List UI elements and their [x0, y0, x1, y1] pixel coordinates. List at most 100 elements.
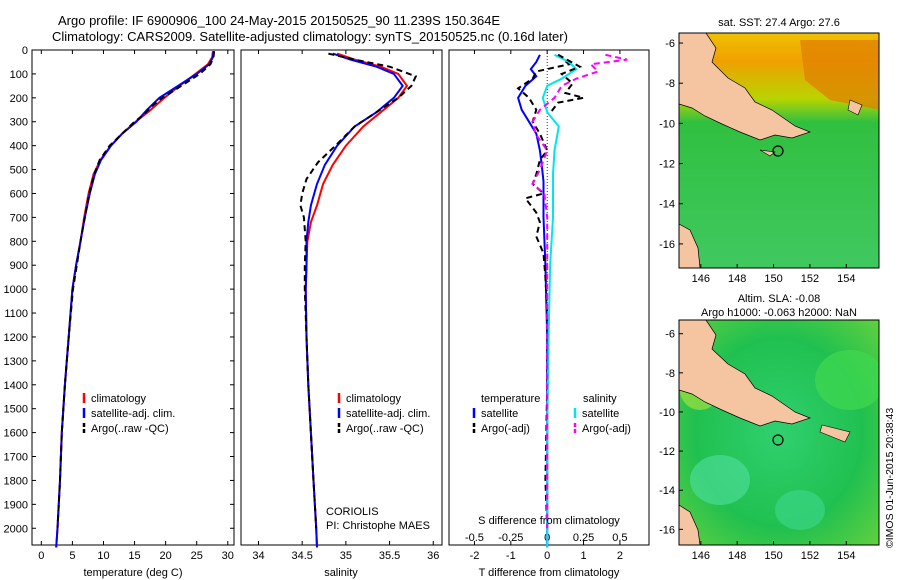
series-line-t-argo — [516, 54, 572, 529]
sla-map — [679, 320, 879, 545]
depth-axis-labels: 0 100 200 300 400 500 600 700 800 900 1000 1100 1200… — [4, 45, 28, 535]
difference-plot: -2 -1 0 1 2-0.5 -0.25 0 0.25 0.5 — [465, 50, 628, 562]
salinity-legend-satellite: satellite-adj. clim. — [346, 408, 430, 420]
diff-legend-t-satellite: satellite — [481, 408, 518, 420]
salinity-legend: climatology satellite-adj. clim. Argo(..… — [326, 393, 430, 532]
temperature-plot: 0 5 10 15 20 25 30 — [32, 49, 234, 562]
sst-land-aus — [679, 223, 701, 268]
x-tick-label: 25 — [191, 550, 203, 562]
map-lat-label: -6 — [665, 38, 675, 50]
depth-tick-label: 600 — [10, 188, 28, 200]
salinity-xlabel: salinity — [324, 567, 358, 579]
sla-argo-location-marker — [772, 434, 784, 446]
diff-legend-temperature-title: temperature — [481, 393, 540, 405]
map-lat-label: -12 — [659, 159, 675, 171]
sst-island-1 — [847, 99, 863, 116]
sla-land-aus — [679, 504, 701, 545]
depth-tick-label: 300 — [10, 117, 28, 129]
x-tick-label: -2 — [470, 550, 480, 562]
pi-annotation: PI: Christophe MAES — [326, 520, 430, 532]
map-lon-label: 148 — [728, 273, 746, 285]
x-tick-label: 35.5 — [379, 550, 400, 562]
map-lat-label: -10 — [659, 118, 675, 130]
map-lon-label: 152 — [801, 550, 819, 562]
series-line-s-argo — [531, 53, 628, 529]
depth-tick-label: 1500 — [4, 404, 28, 416]
diff-legend-s-satellite: satellite — [582, 408, 619, 420]
x-tick-label: 2 — [617, 550, 623, 562]
depth-tick-label: 1800 — [4, 475, 28, 487]
depth-tick-label: 400 — [10, 141, 28, 153]
salinity-legend-climatology: climatology — [346, 393, 402, 405]
depth-tick-label: 1900 — [4, 499, 28, 511]
depth-tick-label: 1000 — [4, 284, 28, 296]
temperature-legend-climatology: climatology — [91, 393, 147, 405]
map-lat-label: -10 — [659, 407, 675, 419]
temperature-xlabel: temperature (deg C) — [83, 567, 182, 579]
map-lon-label: 152 — [801, 273, 819, 285]
coriolis-annotation: CORIOLIS — [326, 506, 379, 518]
x-tick-label: 30 — [222, 550, 234, 562]
map-lat-label: -12 — [659, 446, 675, 458]
map-lat-label: -14 — [659, 485, 675, 497]
imos-credit: ©IMOS 01-Jun-2015 20:38:43 — [884, 408, 896, 548]
s-tick-label: 0.25 — [573, 532, 594, 544]
map-lon-label: 150 — [764, 550, 782, 562]
map-axis-ticks: -6 -8 -10 -12 -14 -16 146 148 150 152 154 -6 -8 -10 -1… — [659, 38, 855, 562]
map-lon-label: 154 — [837, 550, 855, 562]
sst-map — [679, 33, 879, 268]
series-line-argo — [56, 51, 216, 529]
difference-s-xlabel: S difference from climatology — [478, 515, 620, 527]
sst-hotspot — [800, 40, 879, 110]
x-tick-label: 36 — [427, 550, 439, 562]
map-lon-label: 154 — [837, 273, 855, 285]
map-lat-label: -8 — [665, 78, 675, 90]
depth-tick-label: 2000 — [4, 523, 28, 535]
difference-legend: temperature salinity satellite Argo(-adj… — [472, 393, 631, 435]
temperature-legend: climatology satellite-adj. clim. Argo(..… — [82, 393, 175, 435]
series-line-argo — [299, 52, 418, 529]
map-lat-label: -16 — [659, 524, 675, 536]
map-lat-label: -16 — [659, 239, 675, 251]
s-tick-label: 0.5 — [612, 532, 627, 544]
x-tick-label: 1 — [580, 550, 586, 562]
series-line-climatology — [55, 51, 214, 548]
sla-land-png — [679, 320, 812, 427]
depth-tick-label: 900 — [10, 260, 28, 272]
s-tick-label: -0.25 — [498, 532, 523, 544]
x-tick-label: 0 — [38, 550, 44, 562]
depth-tick-label: 1100 — [4, 308, 28, 320]
x-tick-label: 34.5 — [291, 550, 312, 562]
map-lat-label: -6 — [665, 329, 675, 341]
series-line-climatology — [304, 52, 409, 548]
depth-tick-label: 1200 — [4, 332, 28, 344]
map-lat-label: -14 — [659, 199, 675, 211]
map-lat-label: -8 — [665, 368, 675, 380]
depth-tick-label: 200 — [10, 93, 28, 105]
temperature-legend-argo: Argo(..raw -QC) — [91, 423, 169, 435]
map-lon-label: 148 — [728, 550, 746, 562]
map-lon-label: 150 — [764, 273, 782, 285]
diff-legend-t-argo: Argo(-adj) — [481, 423, 530, 435]
sla-map-title-line1: Altim. SLA: -0.08 — [738, 293, 821, 305]
x-tick-label: 5 — [69, 550, 75, 562]
x-tick-label: 35 — [340, 550, 352, 562]
depth-tick-label: 1400 — [4, 380, 28, 392]
sst-land-png — [679, 33, 812, 141]
sla-map-frame — [678, 319, 880, 546]
sst-map-frame — [678, 32, 880, 269]
sst-argo-location-marker — [772, 145, 784, 157]
depth-tick-label: 1600 — [4, 428, 28, 440]
figure-title-line1: Argo profile: IF 6900906_100 24-May-2015… — [58, 13, 501, 28]
temperature-panel-frame — [31, 49, 235, 546]
diff-legend-s-argo: Argo(-adj) — [582, 423, 631, 435]
sla-map-title-line2: Argo h1000: -0.063 h2000: NaN — [701, 307, 857, 319]
depth-tick-label: 0 — [22, 45, 28, 57]
map-lon-label: 146 — [692, 273, 710, 285]
temperature-legend-satellite: satellite-adj. clim. — [91, 408, 175, 420]
depth-tick-label: 100 — [10, 69, 28, 81]
sst-island-2 — [759, 149, 776, 157]
series-line-satellite — [55, 51, 215, 548]
depth-tick-label: 800 — [10, 236, 28, 248]
